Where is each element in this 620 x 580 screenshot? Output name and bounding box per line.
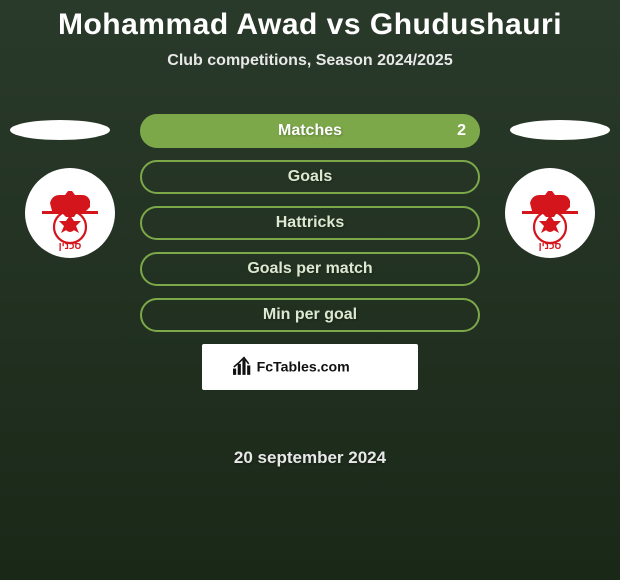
svg-text:סכנין: סכנין (539, 241, 562, 252)
stat-value-right: 2 (457, 122, 466, 140)
club-logo-icon: סכנין (510, 173, 590, 253)
club-badge-right: סכנין (505, 168, 595, 258)
stat-row-hattricks: Hattricks (140, 206, 480, 240)
svg-text:סכנין: סכנין (59, 241, 82, 252)
stat-label: Goals per match (247, 260, 372, 278)
stat-row-goals: Goals (140, 160, 480, 194)
stats-list: Matches 2 Goals Hattricks Goals per matc… (140, 114, 480, 390)
stat-row-matches: Matches 2 (140, 114, 480, 148)
player-avatar-left (10, 120, 110, 140)
comparison-panel: סכנין סכנין Matches 2 Goals (0, 100, 620, 430)
fctables-logo-icon: FcTables.com (225, 356, 395, 378)
stat-label: Matches (278, 122, 342, 140)
page-title: Mohammad Awad vs Ghudushauri (0, 0, 620, 42)
brand-badge[interactable]: FcTables.com (202, 344, 418, 390)
stat-label: Hattricks (276, 214, 344, 232)
club-logo-icon: סכנין (30, 173, 110, 253)
stat-label: Goals (288, 168, 332, 186)
stat-row-min-per-goal: Min per goal (140, 298, 480, 332)
stat-row-goals-per-match: Goals per match (140, 252, 480, 286)
player-avatar-right (510, 120, 610, 140)
stat-label: Min per goal (263, 306, 357, 324)
date-label: 20 september 2024 (0, 448, 620, 468)
page-subtitle: Club competitions, Season 2024/2025 (0, 52, 620, 70)
brand-text: FcTables.com (257, 359, 350, 375)
club-badge-left: סכנין (25, 168, 115, 258)
